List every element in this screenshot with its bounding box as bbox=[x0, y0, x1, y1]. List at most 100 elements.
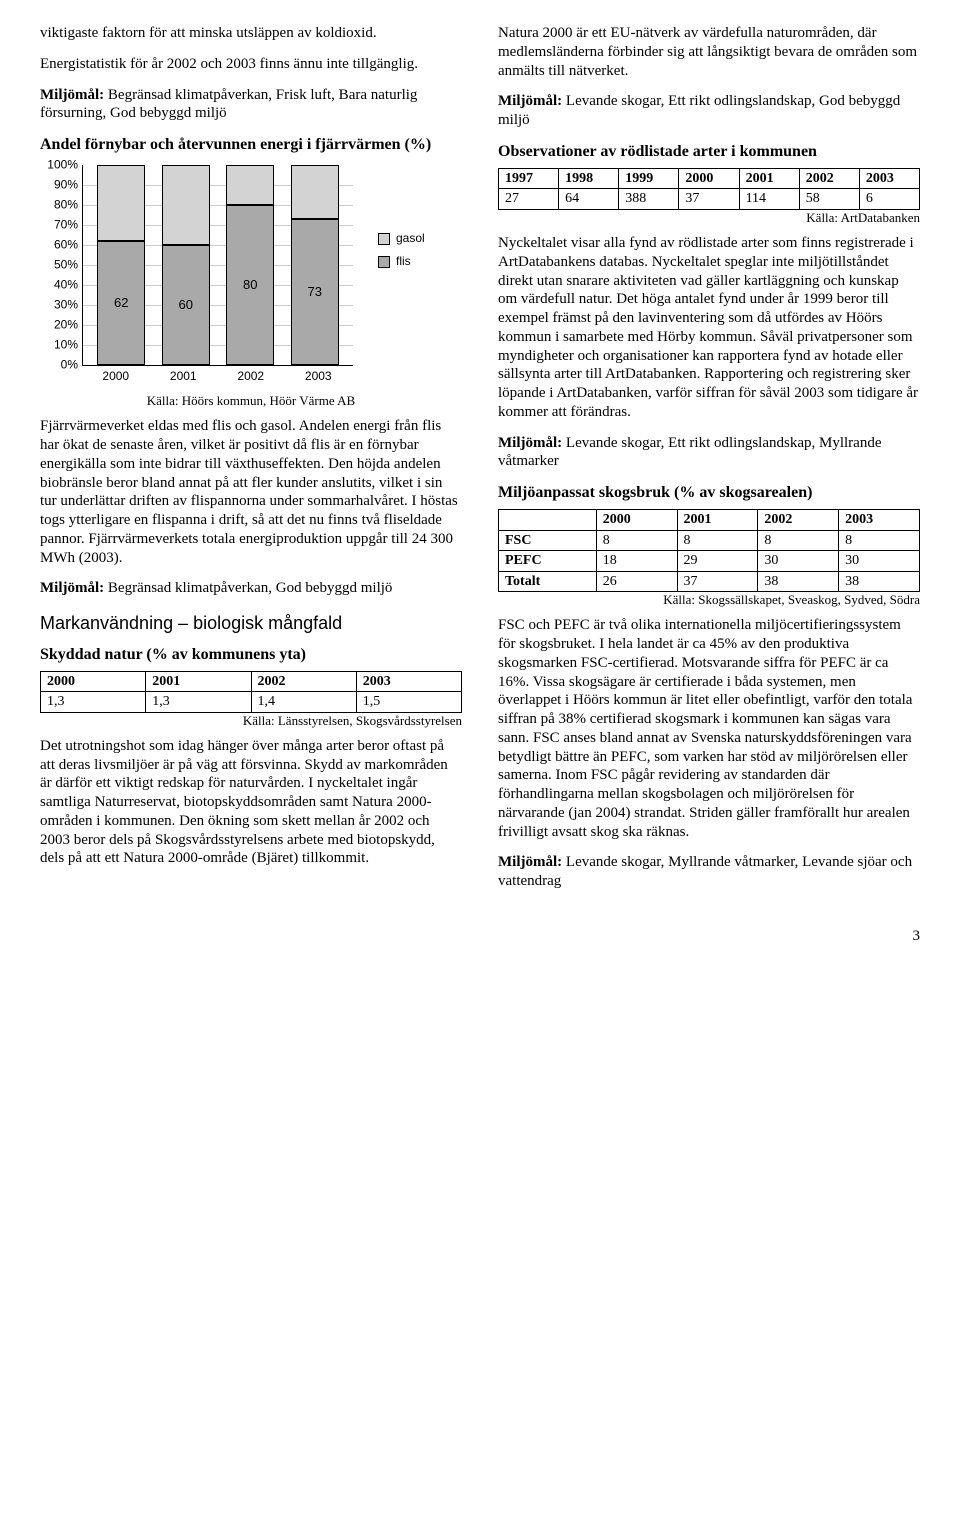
obs-title: Observationer av rödlistade arter i komm… bbox=[498, 142, 920, 162]
table-cell: 1,3 bbox=[146, 692, 251, 713]
table-header-cell: 2000 bbox=[679, 168, 739, 189]
obs-source: Källa: ArtDatabanken bbox=[498, 210, 920, 226]
x-tick-label: 2003 bbox=[305, 369, 332, 384]
miljomal-2: Miljömål: Begränsad klimatpåverkan, God … bbox=[40, 579, 462, 598]
table-cell: 18 bbox=[596, 551, 677, 572]
page-number: 3 bbox=[40, 927, 920, 946]
y-tick-label: 10% bbox=[38, 338, 78, 353]
left-column: viktigaste faktorn för att minska utsläp… bbox=[40, 24, 462, 903]
miljomal-4: Miljömål: Levande skogar, Ett rikt odlin… bbox=[498, 434, 920, 472]
left-intro-1: viktigaste faktorn för att minska utsläp… bbox=[40, 24, 462, 43]
table-cell: 38 bbox=[839, 571, 920, 592]
chart-legend: gasol flis bbox=[378, 231, 425, 269]
table-cell: 27 bbox=[499, 189, 559, 210]
chart-wrap: 0%10%20%30%40%50%60%70%80%90%100% 626080… bbox=[40, 161, 462, 391]
y-tick-label: 70% bbox=[38, 218, 78, 233]
natura-paragraph: Natura 2000 är ett EU-nätverk av värdefu… bbox=[498, 24, 920, 80]
table-header-cell: 2002 bbox=[799, 168, 859, 189]
legend-swatch bbox=[378, 233, 390, 245]
table-cell: 1,5 bbox=[356, 692, 461, 713]
bar-segment-gasol bbox=[97, 165, 145, 241]
bar-segment-gasol bbox=[162, 165, 210, 245]
sub-skyddad: Skyddad natur (% av kommunens yta) bbox=[40, 645, 462, 665]
y-tick-label: 80% bbox=[38, 198, 78, 213]
table-cell: 37 bbox=[679, 189, 739, 210]
table-cell: 1,4 bbox=[251, 692, 356, 713]
miljomal-5: Miljömål: Levande skogar, Myllrande våtm… bbox=[498, 853, 920, 891]
skyddad-table: 20002001200220031,31,31,41,5 bbox=[40, 671, 462, 713]
table-header-cell: 2001 bbox=[146, 671, 251, 692]
skyddad-paragraph: Det utrotningshot som idag hänger över m… bbox=[40, 737, 462, 868]
table-header-cell: 1998 bbox=[559, 168, 619, 189]
legend-item-flis: flis bbox=[378, 254, 425, 269]
table-cell: 114 bbox=[739, 189, 799, 210]
table-row-label: FSC bbox=[499, 530, 597, 551]
miljomal-1: Miljömål: Begränsad klimatpåverkan, Fris… bbox=[40, 86, 462, 124]
table-cell: 8 bbox=[596, 530, 677, 551]
miljomal-3-label: Miljömål: bbox=[498, 93, 562, 109]
y-tick-label: 30% bbox=[38, 298, 78, 313]
bar: 60 bbox=[162, 165, 210, 365]
bar-segment-gasol bbox=[291, 165, 339, 219]
table-cell: 26 bbox=[596, 571, 677, 592]
x-tick-label: 2002 bbox=[237, 369, 264, 384]
chart-x-labels: 2000 2001 2002 2003 bbox=[82, 369, 352, 384]
table-header-cell: 1997 bbox=[499, 168, 559, 189]
legend-item-gasol: gasol bbox=[378, 231, 425, 246]
chart-source: Källa: Höörs kommun, Höör Värme AB bbox=[40, 393, 462, 409]
table-cell: 30 bbox=[758, 551, 839, 572]
table-header-cell: 2003 bbox=[356, 671, 461, 692]
table-cell: 6 bbox=[859, 189, 919, 210]
table-row-label: PEFC bbox=[499, 551, 597, 572]
chart-title: Andel förnybar och återvunnen energi i f… bbox=[40, 135, 462, 155]
table-header-cell: 2000 bbox=[41, 671, 146, 692]
table-row-label: Totalt bbox=[499, 571, 597, 592]
table-cell: 38 bbox=[758, 571, 839, 592]
right-column: Natura 2000 är ett EU-nätverk av värdefu… bbox=[498, 24, 920, 903]
table-header-cell: 2003 bbox=[859, 168, 919, 189]
table-header-cell: 2000 bbox=[596, 510, 677, 531]
miljomal-3: Miljömål: Levande skogar, Ett rikt odlin… bbox=[498, 92, 920, 130]
chart-plot-area: 62608073 bbox=[82, 165, 353, 366]
legend-label: gasol bbox=[396, 231, 425, 246]
table-cell: 388 bbox=[619, 189, 679, 210]
miljomal-1-label: Miljömål: bbox=[40, 87, 104, 103]
table-cell: 8 bbox=[758, 530, 839, 551]
y-tick-label: 100% bbox=[38, 158, 78, 173]
skyddad-source: Källa: Länsstyrelsen, Skogsvårdsstyrelse… bbox=[40, 713, 462, 729]
bar-segment-flis: 60 bbox=[162, 245, 210, 365]
bar: 62 bbox=[97, 165, 145, 365]
bar-segment-flis: 80 bbox=[226, 205, 274, 365]
chart-bars: 62608073 bbox=[83, 165, 353, 365]
fjv-paragraph: Fjärrvärmeverket eldas med flis och gaso… bbox=[40, 417, 462, 567]
x-tick-label: 2000 bbox=[102, 369, 129, 384]
table-cell: 8 bbox=[839, 530, 920, 551]
skog-title: Miljöanpassat skogsbruk (% av skogsareal… bbox=[498, 483, 920, 503]
legend-swatch bbox=[378, 256, 390, 268]
table-header-cell: 2001 bbox=[739, 168, 799, 189]
bar-segment-gasol bbox=[226, 165, 274, 205]
two-column-layout: viktigaste faktorn för att minska utsläp… bbox=[40, 24, 920, 903]
table-cell: 30 bbox=[839, 551, 920, 572]
table-cell: 8 bbox=[677, 530, 758, 551]
obs-table: 1997199819992000200120022003276438837114… bbox=[498, 168, 920, 210]
skog-paragraph: FSC och PEFC är två olika internationell… bbox=[498, 616, 920, 841]
y-tick-label: 90% bbox=[38, 178, 78, 193]
skog-source: Källa: Skogssällskapet, Sveaskog, Sydved… bbox=[498, 592, 920, 608]
y-tick-label: 40% bbox=[38, 278, 78, 293]
table-cell: 37 bbox=[677, 571, 758, 592]
bar: 80 bbox=[226, 165, 274, 365]
bar-segment-flis: 73 bbox=[291, 219, 339, 365]
table-header-cell: 2003 bbox=[839, 510, 920, 531]
table-cell: 58 bbox=[799, 189, 859, 210]
table-header-cell: 2002 bbox=[758, 510, 839, 531]
skog-table: 2000200120022003FSC8888PEFC18293030Total… bbox=[498, 509, 920, 592]
stacked-bar-chart: 0%10%20%30%40%50%60%70%80%90%100% 626080… bbox=[40, 161, 370, 391]
legend-label: flis bbox=[396, 254, 411, 269]
y-tick-label: 60% bbox=[38, 238, 78, 253]
table-header-cell: 2002 bbox=[251, 671, 356, 692]
y-tick-label: 0% bbox=[38, 358, 78, 373]
x-tick-label: 2001 bbox=[170, 369, 197, 384]
miljomal-2-text: Begränsad klimatpåverkan, God bebyggd mi… bbox=[108, 580, 393, 596]
miljomal-2-label: Miljömål: bbox=[40, 580, 104, 596]
